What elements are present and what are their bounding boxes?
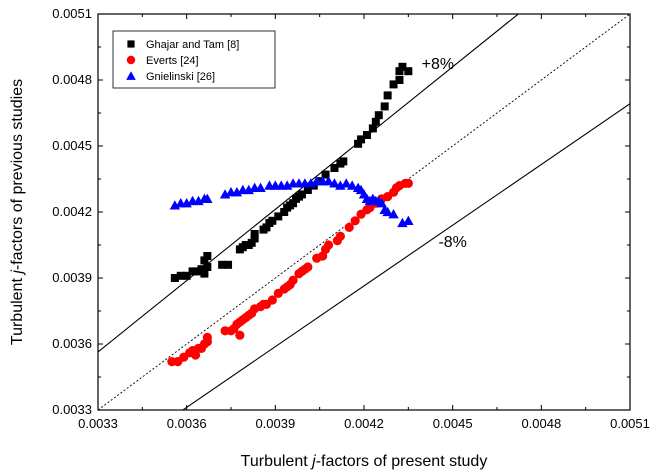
- x-tick-label: 0.0039: [255, 416, 295, 431]
- data-point: [182, 271, 191, 280]
- legend-marker-gnielinski-26: [126, 71, 136, 80]
- x-tick-label: 0.0036: [167, 416, 207, 431]
- data-point: [268, 216, 277, 225]
- data-point: [255, 182, 266, 192]
- data-point: [374, 111, 383, 120]
- parity-line: [98, 14, 630, 410]
- data-point: [202, 193, 213, 203]
- x-tick-label: 0.0042: [344, 416, 384, 431]
- x-tick-label: 0.0048: [521, 416, 561, 431]
- data-point: [346, 180, 358, 190]
- data-point: [335, 231, 345, 241]
- legend: Ghajar and Tam [8] Everts [24] Gnielinski …: [112, 30, 276, 89]
- data-point: [203, 263, 212, 271]
- data-point: [350, 216, 360, 226]
- data-point: [398, 62, 407, 71]
- x-tick-label: 0.0033: [78, 416, 118, 431]
- data-point: [203, 252, 212, 260]
- data-point: [376, 198, 387, 208]
- data-point: [362, 131, 371, 139]
- y-tick-label: 0.0039: [52, 270, 92, 285]
- data-point: [368, 124, 377, 133]
- data-point: [303, 262, 313, 272]
- line-labels: +8% -8%: [422, 56, 467, 251]
- x-axis-title: Turbulent j-factors of present study: [241, 453, 488, 470]
- data-point: [395, 76, 404, 84]
- axis-ticks: 0.0033 0.0036 0.0039 0.0042 0.0045 0.0048 0.00…: [52, 6, 650, 431]
- data-point: [389, 80, 398, 89]
- line-label-0: +8%: [422, 56, 454, 73]
- data-point: [403, 178, 413, 188]
- data-point: [235, 330, 245, 340]
- legend-box: [112, 30, 276, 89]
- data-point: [404, 67, 413, 76]
- data-point: [323, 176, 334, 186]
- data-point: [224, 260, 233, 269]
- data-point: [329, 178, 340, 188]
- data-point: [315, 177, 324, 186]
- series-gnielinski-26: [169, 176, 414, 228]
- legend-marker-ghajar-and-tam-8: [127, 40, 135, 48]
- data-point: [262, 223, 271, 232]
- series-everts-24: [167, 178, 413, 367]
- legend-marker-everts-24: [126, 55, 136, 65]
- data-point: [383, 91, 392, 100]
- data-point: [218, 260, 227, 269]
- data-point: [247, 238, 256, 247]
- y-tick-label: 0.0042: [52, 204, 92, 219]
- data-point: [303, 186, 312, 194]
- legend-label: Everts [24]: [146, 55, 199, 67]
- data-point: [330, 164, 339, 172]
- data-point: [267, 295, 277, 305]
- data-point: [200, 256, 209, 265]
- data-point: [321, 170, 330, 179]
- data-point: [170, 274, 179, 282]
- data-point: [354, 139, 363, 148]
- data-point: [403, 215, 414, 225]
- data-point: [200, 269, 209, 278]
- data-point: [341, 178, 352, 188]
- data-point: [344, 222, 354, 232]
- data-point: [388, 209, 399, 219]
- data-point: [280, 208, 289, 216]
- x-tick-label: 0.0045: [433, 416, 473, 431]
- data-point: [380, 102, 389, 111]
- data-point: [339, 157, 348, 166]
- legend-label: Gnielinski [26]: [146, 71, 215, 83]
- data-point: [371, 117, 380, 126]
- data-point: [176, 271, 185, 280]
- data-point: [197, 265, 206, 274]
- deviation-line-2: [181, 103, 630, 410]
- x-tick-label: 0.0051: [610, 416, 650, 431]
- series-layer: [167, 62, 414, 367]
- y-tick-label: 0.0033: [52, 402, 92, 417]
- y-tick-label: 0.0045: [52, 138, 92, 153]
- data-point: [250, 234, 259, 243]
- data-point: [395, 67, 404, 76]
- data-point: [289, 199, 298, 208]
- data-point: [357, 135, 366, 144]
- series-ghajar-and-tam-8: [170, 62, 413, 282]
- y-tick-label: 0.0036: [52, 336, 92, 351]
- line-label-2: -8%: [438, 234, 466, 251]
- data-point: [288, 275, 298, 285]
- y-tick-label: 0.0051: [52, 6, 92, 21]
- data-point: [188, 267, 197, 276]
- data-point: [382, 206, 393, 217]
- data-point: [297, 190, 306, 199]
- data-point: [250, 230, 259, 238]
- data-point: [202, 332, 212, 342]
- data-point: [323, 240, 334, 250]
- y-axis-title: Turbulent j-factors of previous studies: [9, 79, 26, 345]
- legend-label: Ghajar and Tam [8]: [146, 39, 239, 51]
- data-point: [274, 212, 283, 221]
- y-tick-label: 0.0048: [52, 72, 92, 87]
